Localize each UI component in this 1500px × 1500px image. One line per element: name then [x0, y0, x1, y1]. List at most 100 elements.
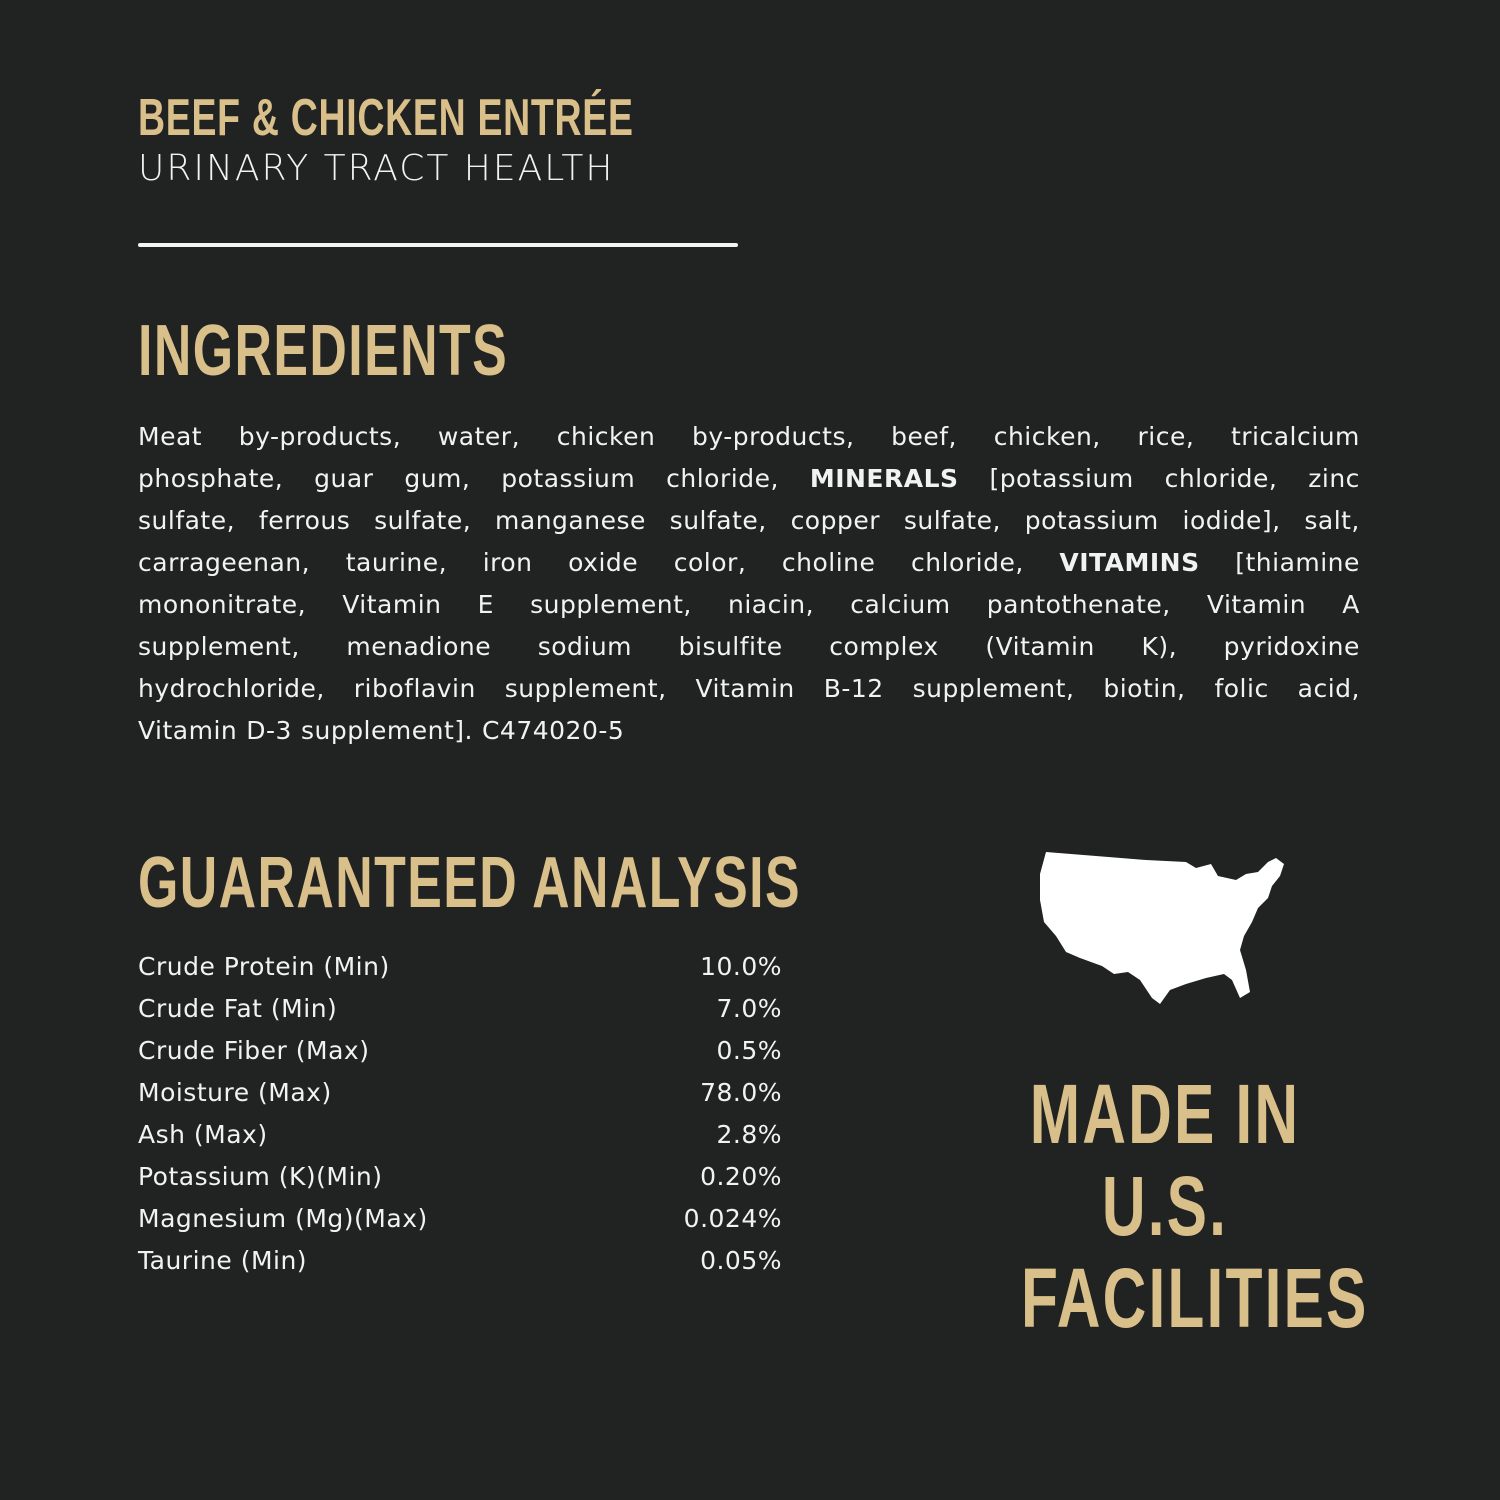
analysis-value: 7.0%: [716, 994, 782, 1023]
ingredient-word: K),: [1141, 632, 1178, 661]
badge-line: FACILITIES: [1021, 1251, 1369, 1345]
ingredients-line: hydrochloride, riboflavin supplement, Vitam…: [138, 668, 1360, 710]
ingredient-word: potassium: [501, 464, 636, 493]
ingredient-word: sodium: [537, 632, 633, 661]
ingredient-word: sulfate,: [669, 506, 767, 535]
ingredient-word: salt,: [1304, 506, 1360, 535]
ingredient-word: sulfate,: [138, 506, 236, 535]
ingredient-word: potassium: [1024, 506, 1159, 535]
ingredient-word: chloride,: [666, 464, 779, 493]
analysis-label: Magnesium (Mg)(Max): [138, 1204, 428, 1233]
analysis-row: Ash (Max) 2.8%: [138, 1114, 782, 1156]
ingredient-word: mononitrate,: [138, 590, 307, 619]
analysis-value: 0.5%: [716, 1036, 782, 1065]
ingredient-word: Vitamin: [1206, 590, 1307, 619]
ingredient-word: taurine,: [345, 548, 448, 577]
ingredient-word: supplement,: [912, 674, 1075, 703]
ingredient-word: water,: [437, 422, 521, 451]
ingredient-word: oxide: [568, 548, 639, 577]
ingredient-word: gum,: [404, 464, 471, 493]
divider: [138, 243, 738, 247]
badge-line: MADE IN: [1029, 1067, 1301, 1161]
usa-map-icon: [1040, 852, 1284, 1004]
ingredients-line: sulfate, ferrous sulfate, manganese sulfate,…: [138, 500, 1360, 542]
ingredient-word: (Vitamin: [985, 632, 1095, 661]
ingredients-line: supplement, menadione sodium bisulfite compl…: [138, 626, 1360, 668]
analysis-label: Crude Protein (Min): [138, 952, 390, 981]
ingredient-word: pyridoxine: [1223, 632, 1360, 661]
ingredient-word: chloride,: [1164, 464, 1278, 493]
ingredient-word: by-products,: [238, 422, 402, 451]
ingredient-word: [thiamine: [1235, 548, 1360, 577]
ingredients-line: phosphate, guar gum, potassium chloride, MINE…: [138, 458, 1360, 500]
analysis-label: Moisture (Max): [138, 1078, 332, 1107]
ingredient-word: bisulfite: [678, 632, 783, 661]
ingredient-word: sulfate,: [903, 506, 1001, 535]
ingredients-line: carrageenan, taurine, iron oxide color, choli…: [138, 542, 1360, 584]
analysis-value: 78.0%: [700, 1078, 782, 1107]
ingredient-word: rice,: [1137, 422, 1195, 451]
analysis-row: Taurine (Min) 0.05%: [138, 1240, 782, 1282]
ingredient-word: D-3: [246, 716, 292, 745]
ingredients-text: Meat by-products, water, chicken by-products…: [138, 416, 1360, 752]
ingredient-word: carrageenan,: [138, 548, 311, 577]
ingredient-word: phosphate,: [138, 464, 284, 493]
analysis-row: Moisture (Max) 78.0%: [138, 1072, 782, 1114]
ingredient-word: Vitamin: [342, 590, 442, 619]
analysis-row: Magnesium (Mg)(Max) 0.024%: [138, 1198, 782, 1240]
analysis-value: 10.0%: [700, 952, 782, 981]
ingredient-word: supplement,: [530, 590, 692, 619]
ingredient-word: Vitamin: [138, 716, 238, 745]
ingredient-word: beef,: [891, 422, 958, 451]
ingredient-word: Meat: [138, 422, 203, 451]
ingredient-word: zinc: [1308, 464, 1360, 493]
analysis-value: 0.20%: [700, 1162, 782, 1191]
ingredient-word: riboflavin: [353, 674, 476, 703]
ingredient-word: sulfate,: [374, 506, 472, 535]
ingredient-word: tricalcium: [1230, 422, 1360, 451]
product-subtitle: URINARY TRACT HEALTH: [138, 148, 615, 189]
product-title: BEEF & CHICKEN ENTRÉE: [138, 89, 634, 147]
ingredient-word: choline: [781, 548, 876, 577]
ingredient-word: biotin,: [1103, 674, 1186, 703]
ingredient-word: chloride,: [911, 548, 1024, 577]
analysis-row: Crude Fat (Min) 7.0%: [138, 988, 782, 1030]
ingredient-word: folic: [1214, 674, 1269, 703]
ingredient-word: supplement,: [504, 674, 667, 703]
ingredient-word: color,: [673, 548, 747, 577]
ingredients-line: Vitamin D-3 supplement]. C474020-5: [138, 710, 1360, 752]
analysis-label: Ash (Max): [138, 1120, 268, 1149]
made-in-us-badge: MADE IN U.S. FACILITIES: [965, 1067, 1369, 1345]
badge-line: U.S.: [1101, 1159, 1229, 1253]
ingredient-word: pantothenate,: [986, 590, 1171, 619]
analysis-table: Crude Protein (Min) 10.0% Crude Fat (Min) 7…: [138, 946, 782, 1282]
ingredient-word: Vitamin: [695, 674, 795, 703]
analysis-value: 0.05%: [700, 1246, 782, 1275]
ingredient-word: complex: [829, 632, 939, 661]
ingredient-word: iron: [482, 548, 533, 577]
analysis-row: Crude Fiber (Max) 0.5%: [138, 1030, 782, 1072]
analysis-value: 2.8%: [716, 1120, 782, 1149]
ingredient-word: calcium: [850, 590, 951, 619]
analysis-row: Potassium (K)(Min) 0.20%: [138, 1156, 782, 1198]
ingredient-word: iodide],: [1182, 506, 1281, 535]
analysis-label: Crude Fat (Min): [138, 994, 338, 1023]
ingredient-word: ferrous: [258, 506, 351, 535]
ingredient-word: guar: [314, 464, 374, 493]
ingredient-word: hydrochloride,: [138, 674, 325, 703]
ingredients-line: Meat by-products, water, chicken by-products…: [138, 416, 1360, 458]
analysis-label: Potassium (K)(Min): [138, 1162, 383, 1191]
ingredient-word: by-products,: [692, 422, 855, 451]
ingredient-word: B-12: [823, 674, 884, 703]
ingredient-word: E: [477, 590, 494, 619]
ingredient-category: VITAMINS: [1059, 548, 1200, 577]
ingredient-word: acid,: [1297, 674, 1360, 703]
ingredient-word: copper: [790, 506, 881, 535]
analysis-row: Crude Protein (Min) 10.0%: [138, 946, 782, 988]
ingredient-word: [potassium: [989, 464, 1134, 493]
ingredient-word: supplement].: [300, 716, 473, 745]
ingredient-word: manganese: [495, 506, 646, 535]
ingredient-word: supplement,: [138, 632, 300, 661]
ingredient-word: niacin,: [728, 590, 815, 619]
